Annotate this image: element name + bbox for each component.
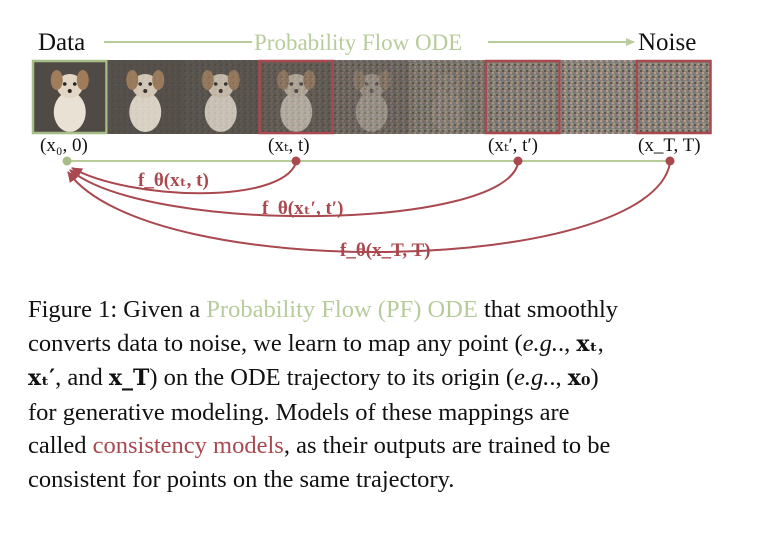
strip-image-4	[334, 60, 410, 134]
highlight-frame	[484, 59, 561, 135]
ode-label: Probability Flow ODE	[254, 30, 462, 55]
noise-overlay	[258, 60, 334, 134]
mapping-label-xT: f_θ(x_T, T)	[340, 240, 431, 261]
noise-overlay	[334, 60, 410, 134]
noise-overlay	[183, 60, 259, 134]
mapping-arc-xt	[71, 162, 297, 195]
point-dot-x0	[62, 156, 72, 166]
noise-label: Noise	[638, 29, 696, 56]
strip-image-3	[258, 59, 335, 135]
noise-overlay	[636, 60, 712, 134]
dog-silhouette	[50, 70, 89, 132]
strip-image-1	[107, 60, 183, 134]
point-label-xtprime: (xₜ′, t′)	[488, 135, 538, 156]
figure-diagram: Data Probability Flow ODE Noise (x₀, 0) …	[31, 29, 712, 261]
noise-overlay	[560, 60, 636, 134]
strip-image-8	[635, 59, 712, 135]
strip-image-6	[484, 59, 561, 135]
mapping-arc-xtprime	[69, 162, 519, 218]
caption-consistency-models: consistency models	[92, 432, 284, 459]
caption-pf-ode: Probability Flow (PF) ODE	[206, 296, 478, 323]
strip-image-2	[183, 60, 259, 134]
point-dot-xt	[291, 156, 301, 166]
strip-image-5	[409, 60, 485, 134]
point-label-x0: (x₀, 0)	[40, 135, 88, 156]
strip-image-0	[31, 59, 108, 135]
point-label-xT: (x_T, T)	[638, 135, 701, 156]
mapping-arc-xT	[67, 162, 671, 253]
noise-overlay	[485, 60, 561, 134]
strip-image-7	[560, 60, 636, 134]
image-strip	[31, 59, 712, 135]
caption-line-6: consistent for points on the same trajec…	[28, 465, 455, 493]
caption-line-4: for generative modeling. Models of these…	[28, 398, 570, 426]
mapping-label-xtprime: f_θ(xₜ′, t′)	[262, 198, 343, 219]
mapping-label-xt: f_θ(xₜ, t)	[138, 170, 209, 191]
noise-overlay	[107, 60, 183, 134]
point-dot-xtprime	[513, 156, 523, 166]
highlight-frame	[635, 59, 712, 135]
caption-line-1: Figure 1: Given a Probability Flow (PF) …	[28, 296, 619, 323]
figure-svg: Data Probability Flow ODE Noise (x₀, 0) …	[31, 29, 712, 261]
highlight-frame	[31, 59, 108, 135]
highlight-frame	[258, 59, 335, 135]
point-label-xt: (xₜ, t)	[268, 135, 310, 156]
point-dot-xT	[665, 156, 675, 166]
caption-line-3: xₜ′, and x_T) on the ODE trajectory to i…	[28, 364, 599, 391]
figure-caption: Figure 1: Given a Probability Flow (PF) …	[28, 293, 728, 496]
caption-line-2: converts data to noise, we learn to map …	[28, 329, 604, 357]
data-label: Data	[38, 29, 85, 56]
caption-line-5: called consistency models, as their outp…	[28, 432, 611, 459]
noise-overlay	[409, 60, 485, 134]
